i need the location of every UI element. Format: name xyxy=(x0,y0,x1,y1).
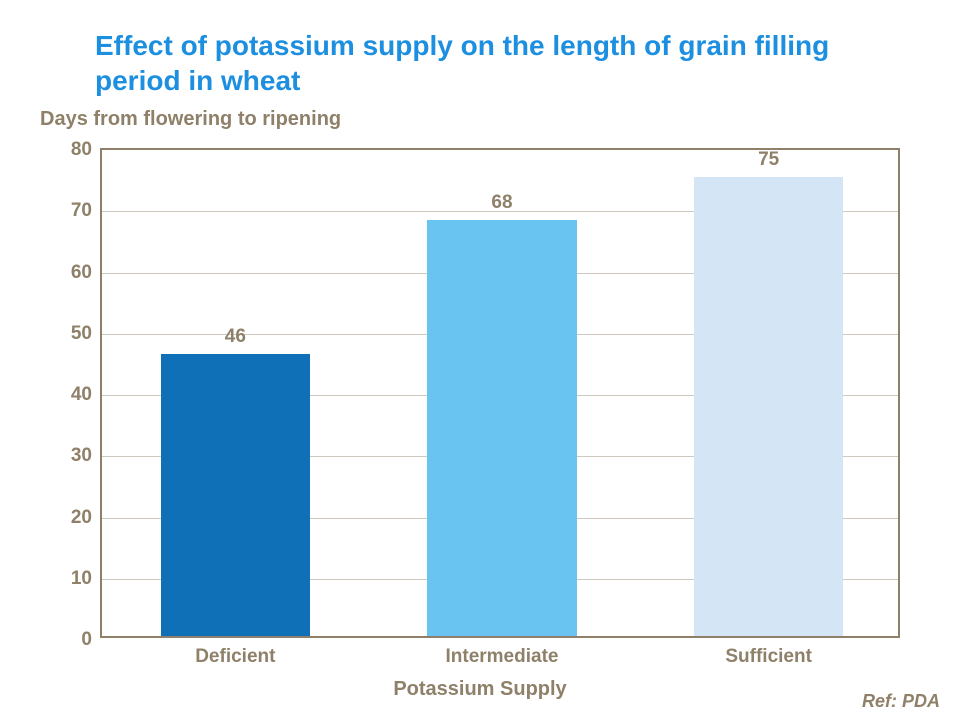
x-tick-label: Deficient xyxy=(102,646,369,668)
chart-canvas: Effect of potassium supply on the length… xyxy=(0,0,960,720)
bar-slot: 75Sufficient xyxy=(635,150,902,636)
y-tick-label: 40 xyxy=(42,384,92,406)
y-tick-label: 80 xyxy=(42,139,92,161)
y-tick-label: 50 xyxy=(42,323,92,345)
bar xyxy=(427,220,576,637)
bar xyxy=(694,177,843,636)
bar-value-label: 46 xyxy=(102,326,369,348)
y-tick-label: 0 xyxy=(42,629,92,651)
x-tick-label: Sufficient xyxy=(635,646,902,668)
bar-value-label: 75 xyxy=(635,149,902,171)
y-tick-label: 60 xyxy=(42,262,92,284)
x-axis-label: Potassium Supply xyxy=(0,678,960,701)
bar-slot: 46Deficient xyxy=(102,150,369,636)
y-tick-label: 30 xyxy=(42,445,92,467)
y-tick-label: 70 xyxy=(42,200,92,222)
y-tick-label: 20 xyxy=(42,507,92,529)
y-tick-label: 10 xyxy=(42,568,92,590)
chart-title: Effect of potassium supply on the length… xyxy=(95,28,855,98)
bar-value-label: 68 xyxy=(369,192,636,214)
y-axis-label: Days from flowering to ripening xyxy=(40,108,341,131)
bar xyxy=(161,354,310,636)
reference-text: Ref: PDA xyxy=(862,691,940,712)
bar-slot: 68Intermediate xyxy=(369,150,636,636)
x-tick-label: Intermediate xyxy=(369,646,636,668)
plot-area: 0102030405060708046Deficient68Intermedia… xyxy=(100,148,900,638)
